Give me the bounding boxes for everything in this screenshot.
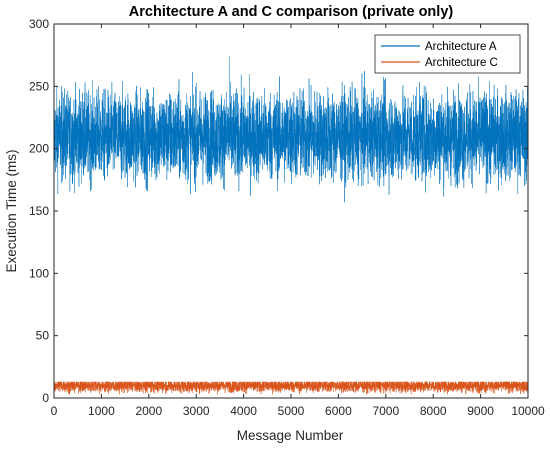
legend-box [374,34,521,74]
x-tick-label: 6000 [325,404,352,418]
y-axis: 0 50 100 150 200 250 300 [29,17,528,405]
x-tick-label: 10000 [511,404,545,418]
x-tick-label: 2000 [135,404,162,418]
legend-entry: Architecture C [425,57,498,69]
x-tick-label: 4000 [230,404,257,418]
y-tick-label: 50 [36,329,50,343]
legend-entry: Architecture A [425,41,497,53]
x-tick-label: 0 [51,404,58,418]
chart-title: Architecture A and C comparison (private… [129,4,454,20]
y-axis-label: Execution Time (ms) [4,149,19,272]
legend: Architecture A Architecture C [374,34,521,74]
y-tick-label: 200 [29,142,49,156]
y-tick-label: 300 [29,17,49,31]
plot-frame [53,23,529,399]
x-tick-label: 7000 [372,404,399,418]
x-axis: 0 1000 2000 3000 4000 5000 6000 7000 8000 9000 100… [51,24,545,418]
series-line-architecture-a [53,56,529,203]
x-axis-label: Message Number [237,428,344,443]
y-tick-label: 250 [29,79,49,93]
x-tick-label: 5000 [278,404,305,418]
x-tick-label: 9000 [467,404,494,418]
x-tick-label: 8000 [420,404,447,418]
y-tick-label: 100 [29,266,49,280]
x-tick-label: 3000 [183,404,210,418]
series-line-architecture-c [53,380,529,395]
y-tick-label: 0 [42,391,49,405]
plot-area [53,56,529,395]
y-tick-label: 150 [29,204,49,218]
x-tick-label: 1000 [88,404,115,418]
